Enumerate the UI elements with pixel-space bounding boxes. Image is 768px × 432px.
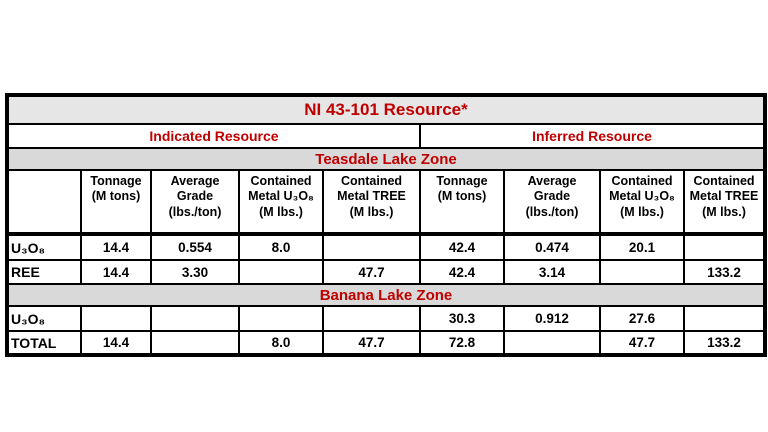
col-header-u3o8-indicated: Contained Metal U₃O₈ (M lbs.) xyxy=(238,169,324,236)
cell-tonnage-inferred: 42.4 xyxy=(419,259,505,285)
cell-grade-indicated: 0.554 xyxy=(150,233,240,261)
row-label-total: TOTAL xyxy=(6,330,82,356)
zone-header-banana: Banana Lake Zone xyxy=(6,283,766,307)
cell-tonnage-indicated xyxy=(80,305,152,332)
zone-header-row-teasdale: Teasdale Lake Zone xyxy=(6,147,766,171)
cell-tree-inferred xyxy=(683,305,766,332)
cell-grade-inferred: 3.14 xyxy=(503,259,601,285)
col-header-tonnage-inferred: Tonnage (M tons) xyxy=(419,169,505,236)
row-label-u3o8: U₃O₈ xyxy=(6,305,82,332)
row-total: TOTAL 14.4 8.0 47.7 72.8 47.7 133.2 xyxy=(6,330,766,356)
cell-tree-inferred: 133.2 xyxy=(683,330,766,356)
col-header-tree-indicated: Contained Metal TREE (M lbs.) xyxy=(322,169,421,236)
cell-grade-inferred: 0.912 xyxy=(503,305,601,332)
cell-grade-indicated xyxy=(150,330,240,356)
cell-tonnage-indicated: 14.4 xyxy=(80,330,152,356)
column-header-row: Tonnage (M tons) Average Grade (lbs./ton… xyxy=(6,169,766,236)
col-header-tree-inferred: Contained Metal TREE (M lbs.) xyxy=(683,169,766,236)
cell-u3o8-indicated xyxy=(238,259,324,285)
table-title: NI 43-101 Resource* xyxy=(6,94,766,125)
cell-u3o8-inferred: 27.6 xyxy=(599,305,685,332)
cell-tonnage-indicated: 14.4 xyxy=(80,233,152,261)
cell-grade-inferred: 0.474 xyxy=(503,233,601,261)
section-header-indicated: Indicated Resource xyxy=(6,123,421,149)
row-label-u3o8: U₃O₈ xyxy=(6,233,82,261)
row-label-ree: REE xyxy=(6,259,82,285)
resource-table: NI 43-101 Resource* Indicated Resource I… xyxy=(5,93,767,357)
cell-grade-indicated xyxy=(150,305,240,332)
corner-empty-cell xyxy=(6,169,82,236)
cell-tree-indicated xyxy=(322,305,421,332)
cell-tonnage-indicated: 14.4 xyxy=(80,259,152,285)
cell-tree-indicated xyxy=(322,233,421,261)
cell-tree-indicated: 47.7 xyxy=(322,330,421,356)
cell-u3o8-indicated xyxy=(238,305,324,332)
cell-tree-indicated: 47.7 xyxy=(322,259,421,285)
cell-tonnage-inferred: 42.4 xyxy=(419,233,505,261)
cell-u3o8-indicated: 8.0 xyxy=(238,330,324,356)
col-header-u3o8-inferred: Contained Metal U₃O₈ (M lbs.) xyxy=(599,169,685,236)
cell-tonnage-inferred: 30.3 xyxy=(419,305,505,332)
cell-tonnage-inferred: 72.8 xyxy=(419,330,505,356)
cell-tree-inferred: 133.2 xyxy=(683,259,766,285)
section-header-inferred: Inferred Resource xyxy=(419,123,766,149)
section-header-row: Indicated Resource Inferred Resource xyxy=(6,123,766,149)
table-title-row: NI 43-101 Resource* xyxy=(6,94,766,125)
cell-u3o8-inferred xyxy=(599,259,685,285)
cell-grade-inferred xyxy=(503,330,601,356)
cell-grade-indicated: 3.30 xyxy=(150,259,240,285)
cell-u3o8-inferred: 47.7 xyxy=(599,330,685,356)
col-header-grade-inferred: Average Grade (lbs./ton) xyxy=(503,169,601,236)
zone-header-teasdale: Teasdale Lake Zone xyxy=(6,147,766,171)
row-banana-u3o8: U₃O₈ 30.3 0.912 27.6 xyxy=(6,305,766,332)
col-header-grade-indicated: Average Grade (lbs./ton) xyxy=(150,169,240,236)
cell-u3o8-inferred: 20.1 xyxy=(599,233,685,261)
row-teasdale-ree: REE 14.4 3.30 47.7 42.4 3.14 133.2 xyxy=(6,259,766,285)
cell-tree-inferred xyxy=(683,233,766,261)
zone-header-row-banana: Banana Lake Zone xyxy=(6,283,766,307)
row-teasdale-u3o8: U₃O₈ 14.4 0.554 8.0 42.4 0.474 20.1 xyxy=(6,233,766,261)
cell-u3o8-indicated: 8.0 xyxy=(238,233,324,261)
col-header-tonnage-indicated: Tonnage (M tons) xyxy=(80,169,152,236)
